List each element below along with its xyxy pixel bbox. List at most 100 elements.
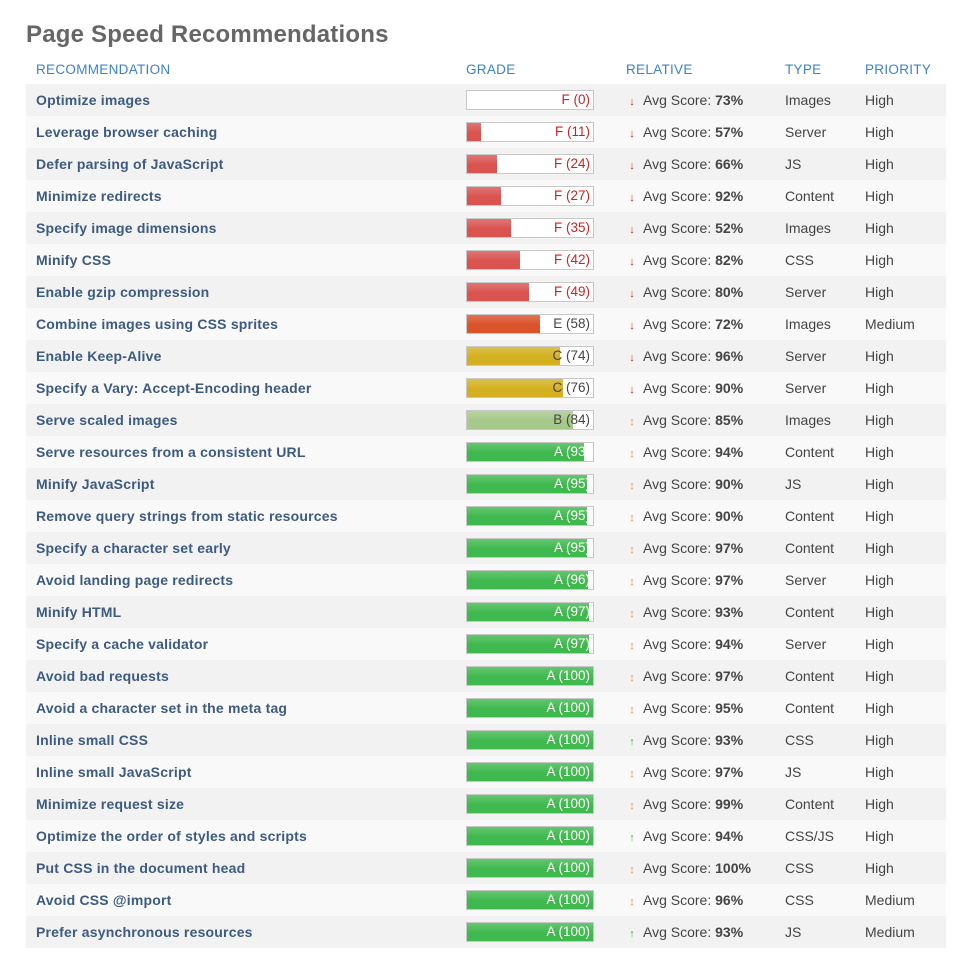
table-row[interactable]: Prefer asynchronous resources A (100) ↑ Avg…	[26, 916, 946, 948]
recommendation-name[interactable]: Enable gzip compression	[36, 284, 210, 300]
recommendation-name[interactable]: Minify JavaScript	[36, 476, 155, 492]
avg-score-value: 90%	[715, 380, 744, 396]
grade-bar-fill	[467, 827, 593, 845]
arrow-down-icon: ↓	[629, 352, 635, 364]
grade-label: A (95)	[553, 476, 590, 491]
recommendation-name[interactable]: Remove query strings from static resourc…	[36, 508, 338, 524]
table-row[interactable]: Serve scaled images B (84) ↕ Avg Score: 85%…	[26, 404, 946, 436]
table-row[interactable]: Enable gzip compression F (49) ↓ Avg Score:…	[26, 276, 946, 308]
type-cell: CSS	[785, 732, 814, 748]
table-row[interactable]: Remove query strings from static resourc…	[26, 500, 946, 532]
recommendation-name[interactable]: Inline small JavaScript	[36, 764, 192, 780]
arrow-up-icon: ↑	[629, 928, 635, 940]
recommendation-name[interactable]: Defer parsing of JavaScript	[36, 156, 224, 172]
recommendation-name[interactable]: Combine images using CSS sprites	[36, 316, 279, 332]
type-cell: Server	[785, 348, 827, 364]
recommendation-name[interactable]: Put CSS in the document head	[36, 860, 246, 876]
arrow-up-down-icon: ↕	[629, 672, 635, 684]
recommendation-name[interactable]: Serve scaled images	[36, 412, 178, 428]
table-row[interactable]: Minimize redirects F (27) ↓ Avg Score: 92% C…	[26, 180, 946, 212]
table-row[interactable]: Inline small CSS A (100) ↑ Avg Score: 93% CS…	[26, 724, 946, 756]
avg-score-label: Avg Score:	[643, 924, 712, 940]
avg-score-label: Avg Score:	[643, 604, 712, 620]
recommendation-name[interactable]: Minimize redirects	[36, 188, 162, 204]
recommendation-name[interactable]: Inline small CSS	[36, 732, 149, 748]
relative-score: ↓ Avg Score: 82%	[626, 252, 743, 268]
table-row[interactable]: Avoid bad requests A (100) ↕ Avg Score: 97%…	[26, 660, 946, 692]
relative-score: ↕ Avg Score: 95%	[626, 700, 743, 716]
avg-score-label: Avg Score:	[643, 188, 712, 204]
recommendation-name[interactable]: Avoid landing page redirects	[36, 572, 234, 588]
recommendation-name[interactable]: Serve resources from a consistent URL	[36, 444, 306, 460]
recommendation-name[interactable]: Minify CSS	[36, 252, 112, 268]
arrow-down-icon: ↓	[629, 256, 635, 268]
type-cell: JS	[785, 156, 802, 172]
type-cell: JS	[785, 924, 802, 940]
avg-score-value: 93%	[715, 604, 744, 620]
recommendation-name[interactable]: Specify a character set early	[36, 540, 231, 556]
avg-score-value: 94%	[715, 828, 744, 844]
avg-score-label: Avg Score:	[643, 284, 712, 300]
recommendation-name[interactable]: Minimize request size	[36, 796, 185, 812]
table-row[interactable]: Specify image dimensions F (35) ↓ Avg Score…	[26, 212, 946, 244]
table-row[interactable]: Specify a character set early A (95) ↕ Avg …	[26, 532, 946, 564]
table-row[interactable]: Optimize images F (0) ↓ Avg Score: 73% Image…	[26, 84, 946, 116]
recommendation-name[interactable]: Optimize images	[36, 92, 151, 108]
grade-label: A (100)	[546, 668, 590, 683]
table-row[interactable]: Enable Keep-Alive C (74) ↓ Avg Score: 96% Se…	[26, 340, 946, 372]
table-row[interactable]: Avoid CSS @import A (100) ↕ Avg Score: 96% C…	[26, 884, 946, 916]
priority-cell: High	[865, 732, 894, 748]
type-cell: CSS/JS	[785, 828, 835, 844]
type-cell: Content	[785, 444, 835, 460]
type-cell: Server	[785, 636, 827, 652]
recommendation-name[interactable]: Enable Keep-Alive	[36, 348, 162, 364]
table-row[interactable]: Minimize request size A (100) ↕ Avg Score: …	[26, 788, 946, 820]
grade-bar-fill	[467, 475, 587, 493]
recommendation-name[interactable]: Avoid a character set in the meta tag	[36, 700, 288, 716]
grade-bar: A (100)	[466, 698, 594, 718]
recommendation-name[interactable]: Minify HTML	[36, 604, 122, 620]
relative-score: ↕ Avg Score: 97%	[626, 540, 743, 556]
recommendation-name[interactable]: Specify a cache validator	[36, 636, 209, 652]
relative-score: ↕ Avg Score: 93%	[626, 604, 743, 620]
grade-label: C (74)	[552, 348, 590, 363]
grade-label: A (95)	[553, 508, 590, 523]
table-row[interactable]: Put CSS in the document head A (100) ↕ Avg …	[26, 852, 946, 884]
avg-score-value: 94%	[715, 636, 744, 652]
recommendation-name[interactable]: Avoid CSS @import	[36, 892, 172, 908]
avg-score-label: Avg Score:	[643, 508, 712, 524]
table-row[interactable]: Specify a Vary: Accept-Encoding header C …	[26, 372, 946, 404]
table-row[interactable]: Inline small JavaScript A (100) ↕ Avg Score…	[26, 756, 946, 788]
priority-cell: High	[865, 284, 894, 300]
arrow-up-down-icon: ↕	[629, 768, 635, 780]
arrow-down-icon: ↓	[629, 320, 635, 332]
relative-score: ↑ Avg Score: 93%	[626, 924, 743, 940]
avg-score-label: Avg Score:	[643, 572, 712, 588]
recommendation-name[interactable]: Avoid bad requests	[36, 668, 169, 684]
table-row[interactable]: Avoid a character set in the meta tag A (…	[26, 692, 946, 724]
grade-label: F (42)	[553, 252, 590, 267]
grade-bar: F (0)	[466, 90, 594, 110]
table-row[interactable]: Defer parsing of JavaScript F (24) ↓ Avg Sc…	[26, 148, 946, 180]
avg-score-value: 57%	[715, 124, 744, 140]
avg-score-value: 96%	[715, 892, 744, 908]
table-row[interactable]: Leverage browser caching F (11) ↓ Avg Score…	[26, 116, 946, 148]
recommendation-name[interactable]: Prefer asynchronous resources	[36, 924, 253, 940]
table-row[interactable]: Specify a cache validator A (97) ↕ Avg Scor…	[26, 628, 946, 660]
table-row[interactable]: Minify CSS F (42) ↓ Avg Score: 82% CSS High	[26, 244, 946, 276]
grade-label: A (96)	[553, 572, 590, 587]
recommendation-name[interactable]: Specify image dimensions	[36, 220, 217, 236]
table-row[interactable]: Minify HTML A (97) ↕ Avg Score: 93% Content H…	[26, 596, 946, 628]
grade-bar-fill	[467, 155, 498, 173]
grade-bar: A (95)	[466, 506, 594, 526]
recommendation-name[interactable]: Specify a Vary: Accept-Encoding header	[36, 380, 312, 396]
table-row[interactable]: Minify JavaScript A (95) ↕ Avg Score: 90% JS…	[26, 468, 946, 500]
table-row[interactable]: Combine images using CSS sprites E (58) ↓ A…	[26, 308, 946, 340]
table-row[interactable]: Optimize the order of styles and scripts…	[26, 820, 946, 852]
recommendation-name[interactable]: Optimize the order of styles and scripts	[36, 828, 307, 844]
table-row[interactable]: Serve resources from a consistent URL A (…	[26, 436, 946, 468]
avg-score-value: 97%	[715, 572, 744, 588]
table-row[interactable]: Avoid landing page redirects A (96) ↕ Avg S…	[26, 564, 946, 596]
relative-score: ↓ Avg Score: 96%	[626, 348, 743, 364]
recommendation-name[interactable]: Leverage browser caching	[36, 124, 218, 140]
